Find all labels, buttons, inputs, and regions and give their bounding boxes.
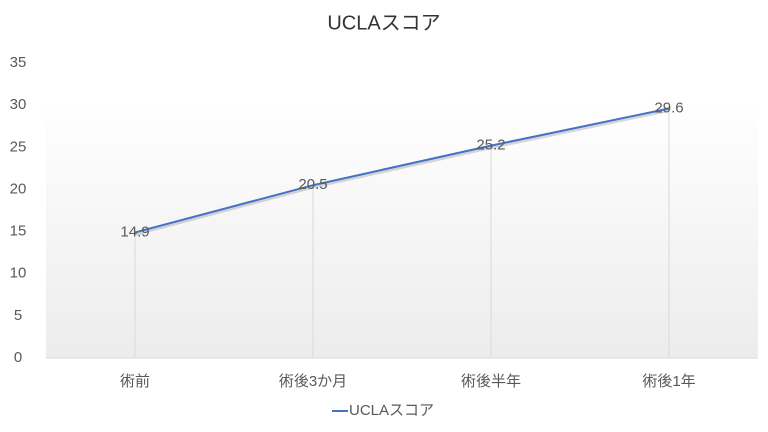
plot-background (46, 100, 758, 358)
y-tick-label: 20 (10, 180, 27, 197)
shadow-line (134, 109, 670, 236)
y-tick-label: 15 (10, 223, 27, 240)
data-label: 25.2 (476, 137, 505, 154)
series-line (134, 107, 670, 234)
y-tick-label: 0 (14, 349, 22, 366)
x-tick-label: 術後3か月 (279, 373, 347, 390)
legend-label: UCLAスコア (349, 402, 434, 419)
chart-title: UCLAスコア (327, 12, 440, 34)
data-label: 20.5 (298, 176, 327, 193)
x-tick-label: 術前 (120, 373, 150, 390)
x-tick-label: 術後1年 (642, 373, 695, 390)
y-tick-label: 25 (10, 138, 27, 155)
y-tick-label: 35 (10, 54, 27, 71)
x-tick-label: 術後半年 (461, 373, 521, 390)
data-label: 29.6 (654, 99, 683, 116)
y-tick-label: 10 (10, 265, 27, 282)
y-tick-label: 5 (14, 307, 22, 324)
data-label: 14.9 (120, 223, 149, 240)
y-tick-label: 30 (10, 96, 27, 113)
